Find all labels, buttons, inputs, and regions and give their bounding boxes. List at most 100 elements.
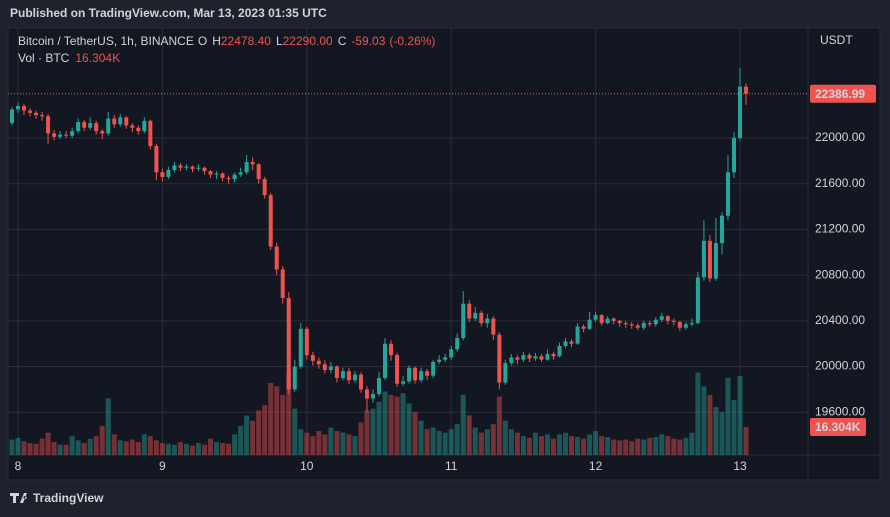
volume-bar [587,434,593,455]
candle-body [617,320,622,324]
candle-body [665,316,670,321]
volume-bar [352,436,358,455]
volume-bar [9,439,15,455]
volume-bar [502,420,508,455]
volume-bar [593,430,599,455]
candle-body [292,366,297,390]
candle-body [419,371,424,381]
candle-body [695,277,700,324]
volume-bar [719,412,725,455]
volume-bar [460,394,466,455]
ohlc-name: O [198,34,207,48]
y-tick-label: 20400.00 [815,313,865,327]
candle-body [160,172,165,177]
volume-bar [256,410,262,455]
candle-body [40,115,45,117]
volume-bar [93,436,99,455]
currency-label: USDT [820,33,853,47]
volume-bar [364,410,370,455]
volume-bar [689,432,695,455]
volume-bar [731,400,737,455]
volume-bar [659,434,665,455]
volume-bar [316,430,322,455]
last-volume-box [810,418,866,437]
candle-body [148,120,153,146]
candle-body [244,161,249,173]
volume-bar [635,438,641,455]
volume-bar [653,436,659,455]
volume-bar [15,437,21,455]
candle-body [280,269,285,298]
volume-bar [298,429,304,455]
volume-bar [99,425,105,455]
volume-bar [448,429,454,455]
candle-body [641,323,646,328]
volume-bar [406,403,412,455]
volume-bar [538,436,544,455]
volume-bar [250,420,256,455]
volume-bar [340,432,346,455]
volume-bar [57,444,63,455]
volume-bar [135,442,141,455]
candle-body [677,321,682,328]
volume-bar [665,436,671,455]
candle-body [671,320,676,322]
volume-bar [189,445,195,455]
volume-bar [599,436,605,455]
volume-bar [484,429,490,455]
candle-body [497,334,502,383]
volume-bar [322,434,328,455]
volume-bar [508,429,514,455]
last-volume-label: 16.304K [815,420,861,434]
candle-body [611,318,616,321]
ohlc-name: H [212,34,221,48]
candle-body [425,371,430,376]
volume-bar [195,442,201,455]
volume-legend: Vol · BTC 16.304K [18,51,120,65]
volume-bar [394,396,400,455]
logo-icon [10,493,27,503]
volume-bar [171,444,177,455]
volume-bar [418,420,424,455]
candle-body [527,355,532,359]
candle-body [70,131,75,136]
candle-body [521,355,526,360]
volume-bar [274,386,280,455]
candle-body [64,134,69,136]
plot [8,28,808,455]
volume-bar [159,442,165,455]
candle-body [443,357,448,360]
volume-bar [400,393,406,455]
candle-body [533,356,538,359]
volume-bar [346,434,352,455]
candle-body [286,297,291,390]
candle-body [130,125,135,128]
volume-bar [454,424,460,455]
candle-body [208,171,213,175]
volume-bar [105,398,111,455]
candle-body [623,323,628,325]
volume-bar [478,432,484,455]
x-tick-label: 12 [589,459,603,473]
volume-bar [81,442,87,455]
volume-bar [683,437,689,455]
candle-body [178,165,183,168]
candle-body [46,116,51,134]
candle-body [76,121,81,132]
candle-body [569,341,574,344]
volume-bar [737,376,743,455]
candle-body [581,326,586,329]
volume-bar [129,439,135,455]
volume-bar [707,394,713,455]
volume-bar [111,434,117,455]
candle-body [238,172,243,175]
volume-bar [436,430,442,455]
candle-body [220,173,225,178]
candle-body [461,303,466,338]
ohlc-name: L [276,34,283,48]
candle-body [334,366,339,378]
volume-bar [575,436,581,455]
candle-body [389,343,394,356]
volume-bar [27,442,33,455]
volume-bar [526,437,532,455]
